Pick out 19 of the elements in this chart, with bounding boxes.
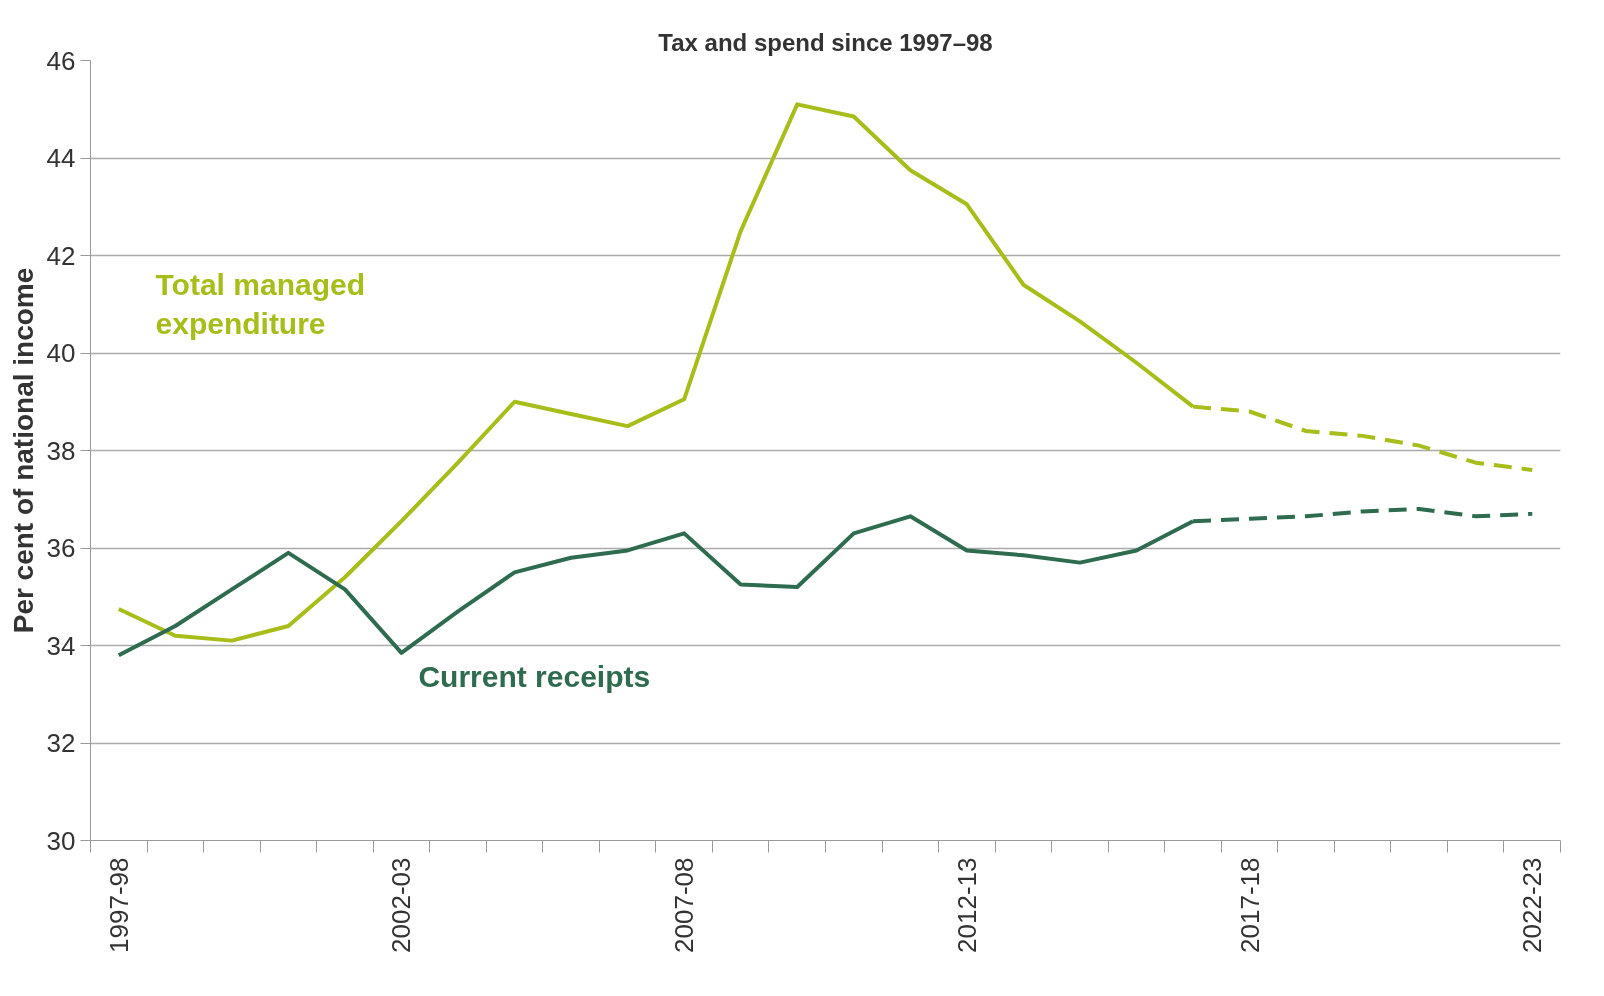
series-label: Current receipts bbox=[418, 660, 651, 694]
y-tick-label: 44 bbox=[46, 143, 76, 173]
x-tick-label: 2017-18 bbox=[1234, 857, 1265, 953]
y-tick-label: 42 bbox=[46, 240, 76, 271]
y-tick-label: 46 bbox=[46, 45, 76, 76]
y-tick-label: 40 bbox=[46, 338, 76, 368]
text: Total managed expenditure bbox=[155, 267, 365, 341]
y-tick-label: 38 bbox=[46, 435, 76, 466]
x-tick-label: 2012-13 bbox=[951, 857, 982, 953]
x-tick-label: 2002-03 bbox=[386, 857, 417, 953]
y-tick-label: 34 bbox=[46, 630, 76, 661]
y-tick-label: 36 bbox=[46, 533, 76, 563]
x-tick-label: 1997-98 bbox=[103, 857, 134, 953]
y-tick-label: 30 bbox=[46, 825, 76, 856]
chart-title: Tax and spend since 1997–98 bbox=[658, 28, 993, 56]
y-tick-label: 32 bbox=[46, 728, 76, 758]
x-tick-label: 2022-23 bbox=[1517, 857, 1548, 953]
y-axis-title: Per cent of national income bbox=[7, 267, 39, 634]
x-tick-label: 2007-08 bbox=[669, 857, 700, 953]
